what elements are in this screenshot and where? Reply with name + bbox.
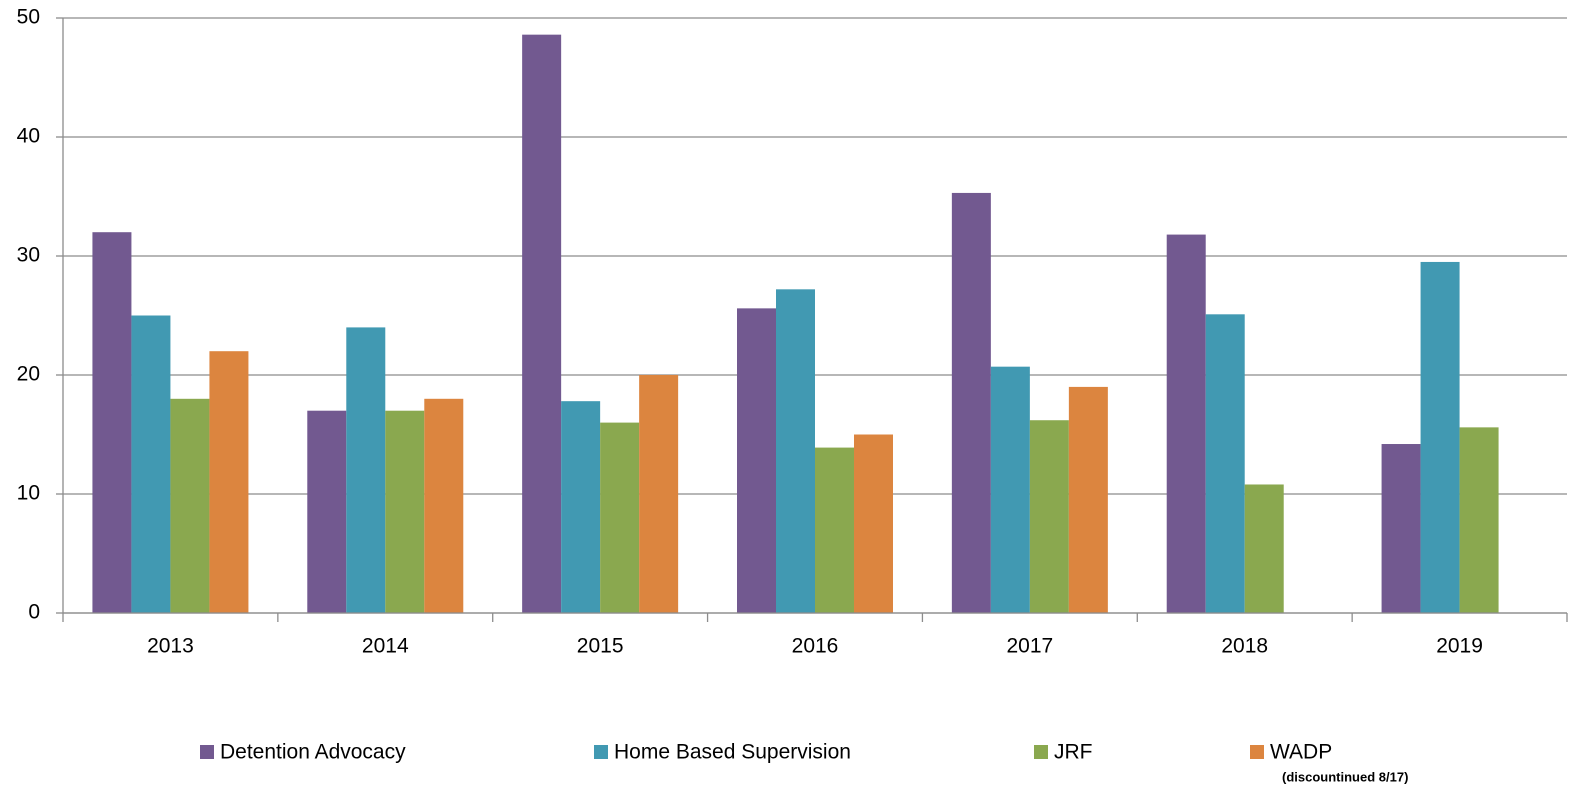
bar [170,398,210,613]
bar [776,289,815,613]
x-tick-label: 2017 [1006,635,1053,658]
legend-label: JRF [1054,741,1093,764]
y-tick-label: 10 [17,482,40,505]
x-tick-label: 2019 [1436,635,1483,658]
legend-swatch [1034,745,1048,759]
legend-label: Home Based Supervision [614,741,851,764]
legend-label: WADP [1270,741,1332,764]
legend-label: Detention Advocacy [220,741,406,764]
bar [854,434,893,613]
bar [346,327,386,613]
x-tick-label: 2016 [792,635,839,658]
bar [639,375,679,613]
bar [561,401,601,613]
bar [737,308,776,613]
bar [1244,484,1284,613]
bar [131,315,171,613]
bar [1166,234,1206,613]
bar [990,366,1030,613]
legend-swatch [594,745,608,759]
bar [307,410,347,613]
bar [1381,444,1421,613]
bar [1068,386,1108,613]
y-tick-label: 30 [17,244,40,267]
y-tick-label: 0 [28,601,40,624]
bar [1205,314,1245,613]
bar [1420,261,1460,613]
x-tick-label: 2015 [577,635,624,658]
bar [951,192,991,613]
bar [522,34,562,614]
bar [385,410,425,613]
bar [815,447,854,613]
x-tick-label: 2014 [362,635,409,658]
y-tick-label: 40 [17,125,40,148]
bar [209,351,249,613]
legend-swatch [200,745,214,759]
legend-annotation: (discountinued 8/17) [1282,769,1408,784]
bar [1459,427,1499,613]
bar [92,232,132,613]
bar [424,398,464,613]
y-tick-label: 50 [17,6,40,29]
bar [1029,420,1069,613]
x-tick-label: 2013 [147,635,194,658]
y-tick-label: 20 [17,363,40,386]
bar [600,422,640,613]
x-tick-label: 2018 [1221,635,1268,658]
legend-swatch [1250,745,1264,759]
